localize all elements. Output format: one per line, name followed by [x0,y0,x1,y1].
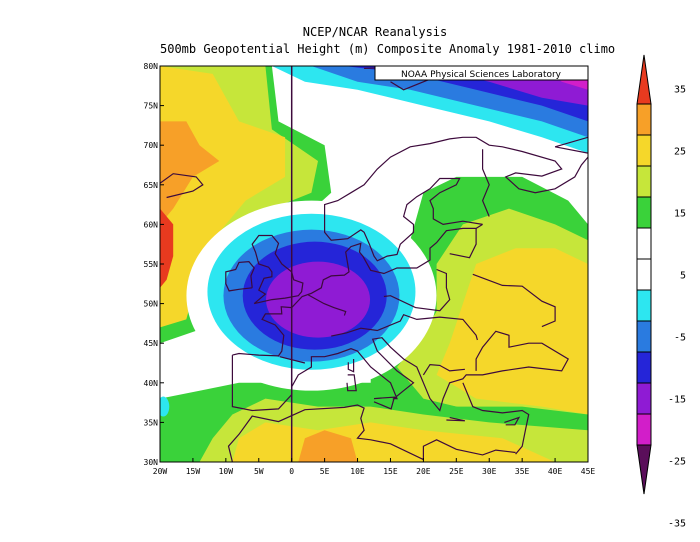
lat-tick-label: 80N [144,62,159,71]
lon-tick-label: 20E [416,467,431,476]
lon-tick-label: 30E [482,467,497,476]
lon-tick-label: 15E [383,467,398,476]
lon-tick-label: 0 [289,467,294,476]
lon-tick-label: 35E [515,467,530,476]
anomaly-band-25-south [298,430,358,462]
border-alps-carpathians [331,313,478,341]
anomaly-band-30 [160,208,174,288]
colorbar-swatch [636,227,652,260]
anomaly-band-25 [160,121,220,225]
lon-tick-label: 20W [153,467,168,476]
colorbar-label: -25 [668,457,686,468]
coastline-north [232,223,483,357]
coastline-scandinavia [324,136,588,262]
coastline-sardinia [346,374,357,392]
credit-text: NOAA Physical Sciences Laboratory [401,70,562,80]
lat-tick-label: 70N [144,141,159,150]
longitude-axis: 20W 15W 10W 5W 0 5E 10E 15E 20E 25E 30E 35E 40E 45E [153,458,596,476]
colorbar-label: -5 [674,333,686,344]
lat-tick-label: 30N [144,458,159,467]
lon-tick-label: 15W [186,467,201,476]
coastline-north-africa [227,404,516,462]
coastline-cyprus [504,416,521,426]
colorbar: 35 25 15 5 -5 -15 -25 -35 [636,54,686,530]
anomaly-field [160,66,588,462]
lon-tick-label: 25E [449,467,464,476]
credit-box: NOAA Physical Sciences Laboratory [374,65,589,81]
coastline-anatolia [462,382,530,455]
colorbar-swatch [636,320,652,353]
colorbar-label: 5 [680,271,686,282]
coastline-mediterranean [231,330,570,412]
lat-tick-label: 45N [144,339,159,348]
border-baltics [449,228,477,259]
colorbar-label: -15 [668,395,686,406]
lat-tick-label: 75N [144,102,159,111]
lon-tick-label: 10E [350,467,365,476]
colorbar-label: 35 [674,85,686,96]
lat-tick-label: 50N [144,300,159,309]
border-finland-russia [481,149,490,217]
anomaly-small-minus5 [160,396,170,417]
colorbar-swatch [636,289,652,322]
colorbar-label: -35 [668,519,686,530]
colorbar-swatch [636,258,652,291]
colorbar-swatch [636,165,652,198]
colorbar-swatch [636,103,652,136]
colorbar-swatch [636,134,652,167]
colorbar-top-arrow [636,54,652,105]
lat-tick-label: 55N [144,260,159,269]
title-line-2: 500mb Geopotential Height (m) Composite … [160,42,616,56]
lat-tick-label: 60N [144,220,159,229]
coastline-crete [446,417,466,422]
colorbar-label: 15 [674,209,686,220]
coastline-corsica [347,359,355,373]
colorbar-swatch [636,196,652,229]
border-ukraine-russia [472,273,556,328]
colorbar-label: 25 [674,147,686,158]
border-poland [383,268,451,312]
lon-tick-label: 40E [548,467,563,476]
coastline-great-britain [251,234,304,305]
title-line-1: NCEP/NCAR Reanalysis [302,25,448,39]
colorbar-swatch [636,382,652,415]
border-balkans [422,363,465,376]
coastline-sicily [373,396,396,410]
lon-tick-label: 45E [581,467,596,476]
lat-tick-label: 40N [144,379,159,388]
anomaly-band-15-east [436,248,588,415]
coastline-ireland [225,260,255,292]
colorbar-swatch [636,413,652,446]
lon-tick-label: 5W [254,467,264,476]
coastline-novaya-zemlya [554,136,588,154]
lon-tick-label: 10W [219,467,234,476]
lat-tick-label: 65N [144,181,159,190]
colorbar-swatch [636,351,652,384]
coastline-iceland [160,173,204,199]
colorbar-bottom-arrow [636,444,652,495]
lat-tick-label: 35N [144,418,159,427]
border-france-east [307,294,347,316]
lon-tick-label: 5E [320,467,330,476]
latitude-axis: 30N 35N 40N 45N 50N 55N 60N 65N 70N 75N 80N [144,62,164,467]
